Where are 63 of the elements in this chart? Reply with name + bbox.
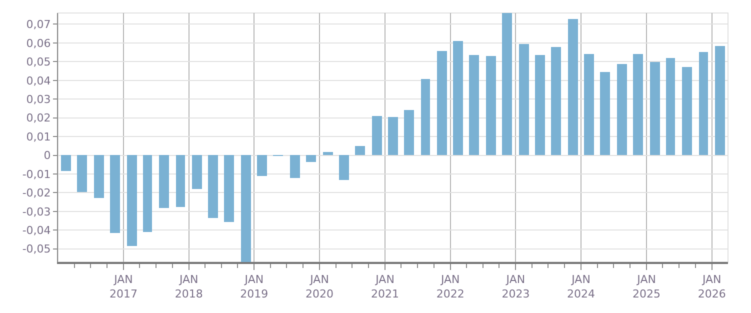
bar bbox=[323, 152, 333, 155]
x-tick-label: JAN 2023 bbox=[502, 273, 530, 300]
bar bbox=[355, 146, 365, 155]
x-tick-label: JAN 2022 bbox=[436, 273, 464, 300]
bar bbox=[535, 55, 545, 155]
bar bbox=[551, 47, 561, 155]
bar bbox=[257, 155, 267, 176]
bar bbox=[372, 116, 382, 155]
x-tick-label: JAN 2019 bbox=[240, 273, 268, 300]
bar bbox=[127, 155, 137, 246]
bar bbox=[192, 155, 202, 189]
bar bbox=[502, 13, 512, 155]
y-tick-label: 0,04 bbox=[26, 74, 51, 88]
y-tick-label: 0 bbox=[44, 149, 51, 162]
bar bbox=[159, 155, 169, 208]
x-tick-label: JAN 2017 bbox=[110, 273, 138, 300]
bar bbox=[666, 58, 675, 155]
bar bbox=[110, 155, 120, 233]
bar bbox=[519, 44, 529, 155]
y-tick-label: 0,07 bbox=[26, 18, 51, 32]
bar bbox=[699, 52, 708, 155]
x-tick-label: JAN 2026 bbox=[698, 273, 726, 300]
y-tick-label: -0,02 bbox=[22, 186, 51, 200]
bar bbox=[682, 67, 692, 155]
y-tick-label: 0,02 bbox=[26, 112, 51, 125]
y-tick-label: -0,01 bbox=[22, 168, 51, 181]
bar bbox=[715, 46, 725, 155]
bar bbox=[568, 19, 578, 155]
y-tick-label: -0,04 bbox=[22, 224, 51, 238]
bar bbox=[584, 54, 594, 155]
bar bbox=[61, 155, 71, 171]
bar bbox=[224, 155, 234, 222]
x-tick-label: JAN 2024 bbox=[567, 273, 596, 300]
bar bbox=[77, 155, 87, 192]
bar bbox=[306, 155, 316, 162]
bar bbox=[486, 56, 496, 155]
bar bbox=[633, 54, 643, 155]
bar bbox=[453, 41, 463, 155]
bar bbox=[617, 64, 627, 155]
y-tick-label: -0,05 bbox=[22, 242, 51, 256]
bar bbox=[94, 155, 104, 198]
bar bbox=[339, 155, 349, 180]
x-tick-label: JAN 2021 bbox=[371, 273, 400, 300]
y-tick-label: 0,06 bbox=[26, 36, 51, 50]
bar bbox=[208, 155, 218, 218]
bar bbox=[421, 79, 430, 155]
bar bbox=[469, 55, 479, 155]
y-tick-label: 0,03 bbox=[26, 92, 51, 106]
bar bbox=[650, 62, 660, 155]
bar bbox=[290, 155, 300, 178]
bar bbox=[404, 110, 414, 155]
bar bbox=[600, 72, 610, 155]
bar bbox=[388, 117, 398, 155]
bar bbox=[176, 155, 185, 207]
y-tick-label: 0,05 bbox=[26, 56, 51, 69]
x-tick-label: JAN 2018 bbox=[174, 273, 203, 300]
x-tick-label: JAN 2020 bbox=[306, 273, 334, 300]
bar bbox=[437, 51, 447, 155]
x-tick-label: JAN 2025 bbox=[632, 273, 661, 300]
bar bbox=[143, 155, 152, 232]
y-tick-label: -0,03 bbox=[22, 205, 51, 218]
y-tick-label: 0,01 bbox=[26, 130, 51, 144]
bar bbox=[241, 155, 251, 262]
